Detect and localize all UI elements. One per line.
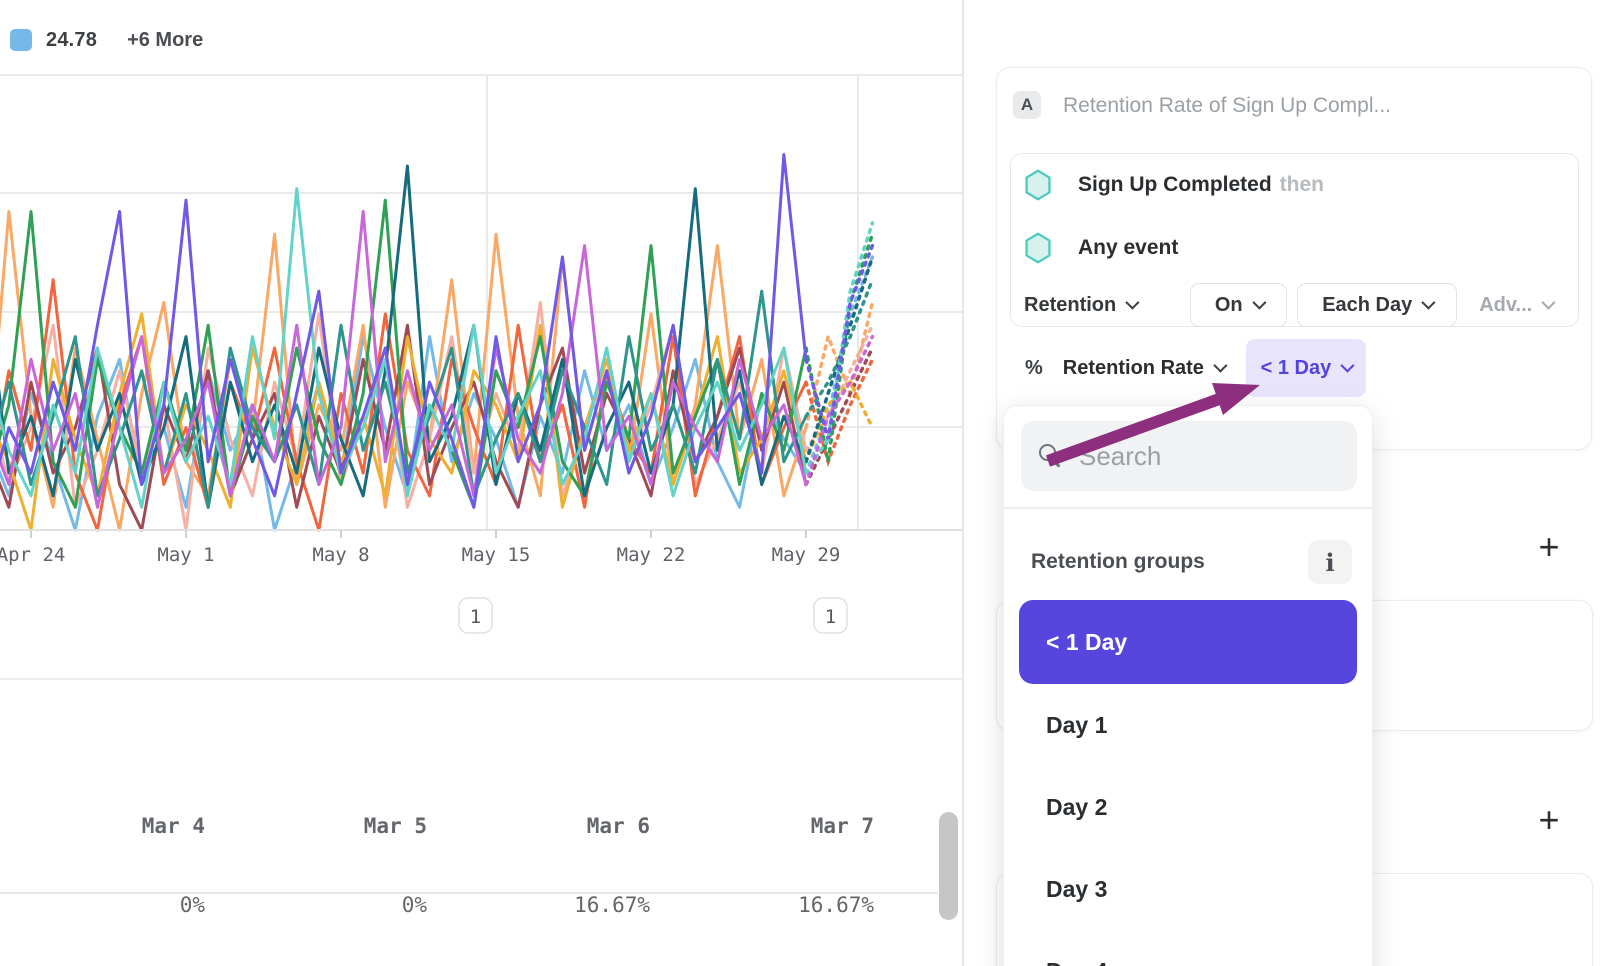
- advanced-dropdown[interactable]: Adv...: [1479, 294, 1556, 317]
- chart-table-divider: [0, 678, 962, 680]
- event-1-name[interactable]: Sign Up Completed: [1078, 173, 1272, 196]
- percent-symbol: %: [1025, 356, 1043, 379]
- table-column-header: Mar 5: [363, 814, 427, 838]
- chevron-down-icon: [1125, 295, 1140, 310]
- series-line-provisional: [804, 334, 875, 487]
- chart-module: 24.78 +6 More Apr 24 May 1 May 8 May 15 May …: [0, 0, 962, 920]
- search-icon: [1039, 444, 1063, 468]
- chevron-down-icon: [1541, 295, 1556, 310]
- chevron-down-icon: [1251, 295, 1267, 310]
- series-line[interactable]: [0, 210, 808, 532]
- query-card-a: A Retention Rate of Sign Up Compl... Sig…: [996, 67, 1592, 450]
- x-tick-label: Apr 24: [0, 544, 65, 566]
- retention-group-dropdown: Retention groups i < 1 Day Day 1 Day 2 Day …: [1003, 405, 1414, 966]
- series-line-provisional: [804, 379, 875, 464]
- x-tick-label: May 22: [617, 544, 686, 566]
- retention-mode-dropdown[interactable]: Retention: [1024, 294, 1140, 317]
- chevron-down-icon: [1340, 358, 1355, 373]
- series-line[interactable]: [0, 198, 808, 509]
- series-line[interactable]: [0, 187, 808, 509]
- dropdown-item[interactable]: Day 1: [1046, 711, 1108, 738]
- table-column-header: Mar 4: [141, 814, 205, 838]
- table-header-divider: [0, 892, 938, 894]
- legend-more-label[interactable]: +6 More: [127, 28, 204, 51]
- series-line[interactable]: [0, 323, 808, 532]
- retention-group-trigger[interactable]: < 1 Day: [1245, 339, 1366, 397]
- dropdown-divider: [1004, 507, 1372, 509]
- search-input[interactable]: [1079, 440, 1414, 472]
- event-hexagon-icon: [1025, 169, 1051, 201]
- chevron-down-icon: [1213, 358, 1228, 373]
- series-line-provisional: [804, 255, 875, 475]
- svg-text:1: 1: [470, 606, 481, 628]
- table-cell-value: 16.67%: [798, 893, 874, 917]
- table-column-header: Mar 6: [586, 814, 650, 838]
- add-query-button[interactable]: +: [1538, 799, 1560, 840]
- add-query-button[interactable]: +: [1538, 526, 1560, 567]
- each-day-dropdown-button[interactable]: Each Day: [1297, 283, 1458, 327]
- retention-controls-row: Retention On Each Day Adv...: [1024, 283, 1556, 327]
- dropdown-item[interactable]: Day 2: [1046, 793, 1108, 820]
- chart-x-axis: Apr 24 May 1 May 8 May 15 May 22 May 29: [0, 529, 962, 566]
- series-line-provisional: [804, 346, 875, 487]
- chart-legend: 24.78 +6 More: [10, 26, 203, 54]
- event-hexagon-icon: [1025, 232, 1051, 264]
- table-cell-value: 0%: [179, 893, 205, 917]
- event-1-suffix: then: [1279, 173, 1324, 196]
- metric-row: % Retention Rate < 1 Day: [1025, 339, 1366, 397]
- table-column-header: Mar 7: [810, 814, 874, 838]
- legend-swatch: [10, 29, 32, 51]
- dropdown-search-box[interactable]: [1021, 421, 1414, 491]
- chart-series-lines: [0, 153, 875, 532]
- series-line[interactable]: [0, 153, 808, 509]
- event-2-name[interactable]: Any event: [1078, 236, 1179, 259]
- x-tick-label: May 15: [462, 544, 531, 566]
- query-letter-badge: A: [1013, 91, 1041, 119]
- chart-badge[interactable]: 1: [813, 597, 848, 634]
- dropdown-item[interactable]: Day 3: [1046, 875, 1108, 902]
- dropdown-group-header: Retention groups i: [1031, 534, 1352, 590]
- series-line-provisional: [804, 243, 875, 440]
- event-row-1[interactable]: Sign Up Completed then: [1024, 167, 1324, 203]
- chevron-down-icon: [1421, 295, 1436, 310]
- info-icon[interactable]: i: [1308, 540, 1352, 584]
- x-tick-label: May 1: [157, 544, 214, 566]
- dropdown-item-list: < 1 Day Day 1 Day 2 Day 3 Day 4: [1004, 600, 1372, 966]
- chart-badge[interactable]: 1: [458, 597, 493, 634]
- legend-series-label[interactable]: 24.78: [46, 28, 98, 51]
- event-definition-card: Sign Up Completed then Any event Retentio…: [1010, 153, 1579, 327]
- event-row-2[interactable]: Any event: [1024, 230, 1178, 266]
- query-title[interactable]: Retention Rate of Sign Up Compl...: [1063, 94, 1392, 117]
- dropdown-item-selected[interactable]: < 1 Day: [1019, 600, 1357, 684]
- vertical-scrollbar[interactable]: [939, 812, 958, 920]
- series-line[interactable]: [0, 164, 808, 509]
- table-cell-value: 0%: [401, 893, 427, 917]
- panel-divider: [962, 0, 964, 966]
- table-cell-value: 16.67%: [574, 893, 650, 917]
- dropdown-item[interactable]: Day 4: [1004, 930, 1372, 966]
- metric-dropdown[interactable]: Retention Rate: [1063, 357, 1228, 380]
- x-tick-label: May 8: [312, 544, 369, 566]
- svg-text:1: 1: [825, 606, 836, 628]
- retention-groups-label: Retention groups: [1031, 550, 1205, 573]
- x-tick-label: May 29: [772, 544, 841, 566]
- on-dropdown-button[interactable]: On: [1190, 283, 1288, 327]
